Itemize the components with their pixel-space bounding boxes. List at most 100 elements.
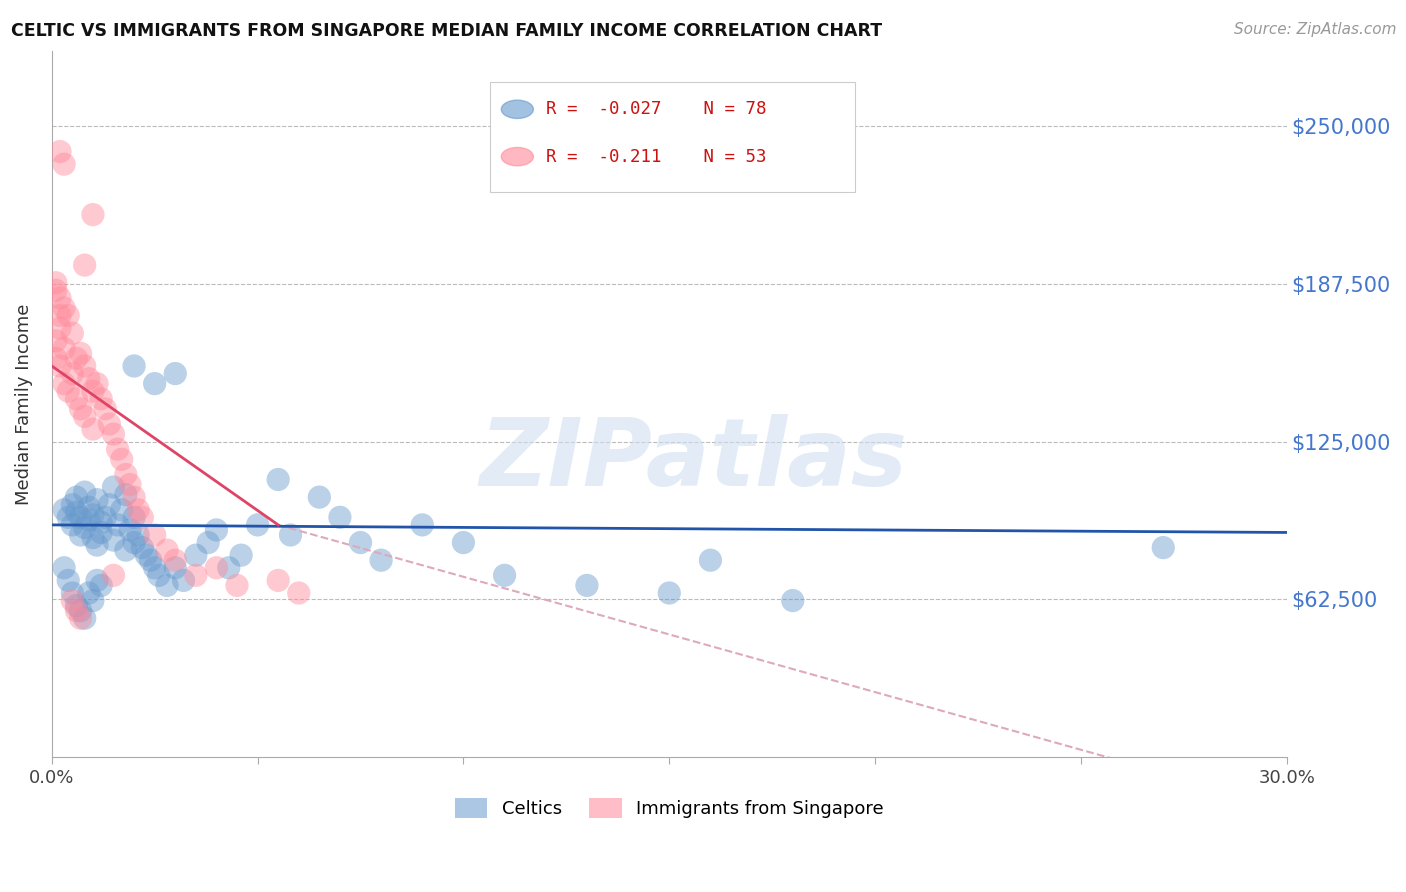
Point [184, 568, 207, 582]
Point [49, 291, 72, 305]
Point [173, 574, 195, 588]
Point [60, 517, 83, 532]
Point [1152, 541, 1174, 555]
Point [49, 359, 72, 373]
Point [65, 351, 87, 366]
Point [60, 367, 83, 381]
Point [575, 578, 598, 592]
Point [205, 523, 228, 537]
Point [82, 508, 104, 522]
Point [53, 301, 76, 315]
Point [165, 561, 187, 575]
Point [82, 593, 104, 607]
Point [73, 611, 96, 625]
Point [45, 283, 67, 297]
Point [139, 553, 162, 567]
Point [267, 574, 290, 588]
Point [90, 525, 112, 540]
Point [107, 442, 129, 457]
Point [73, 258, 96, 272]
Point [69, 611, 91, 625]
Point [287, 586, 309, 600]
Point [122, 535, 145, 549]
Circle shape [502, 147, 533, 166]
Point [699, 553, 721, 567]
Point [69, 346, 91, 360]
Point [73, 520, 96, 534]
Point [90, 578, 112, 592]
Point [118, 477, 141, 491]
Point [53, 376, 76, 391]
Point [267, 473, 290, 487]
Point [90, 392, 112, 406]
Point [453, 535, 475, 549]
Point [77, 371, 100, 385]
Point [329, 510, 352, 524]
Point [65, 392, 87, 406]
Point [184, 548, 207, 562]
Point [73, 409, 96, 424]
Point [103, 427, 125, 442]
Point [45, 276, 67, 290]
Point [131, 510, 153, 524]
Point [411, 517, 433, 532]
Point [122, 359, 145, 373]
Text: CELTIC VS IMMIGRANTS FROM SINGAPORE MEDIAN FAMILY INCOME CORRELATION CHART: CELTIC VS IMMIGRANTS FROM SINGAPORE MEDI… [11, 22, 883, 40]
Point [49, 309, 72, 323]
Point [349, 535, 371, 549]
Point [58, 384, 80, 399]
Point [53, 341, 76, 355]
Point [103, 533, 125, 547]
Point [60, 498, 83, 512]
Point [90, 516, 112, 530]
Point [69, 401, 91, 416]
Point [122, 490, 145, 504]
Point [107, 517, 129, 532]
Point [53, 502, 76, 516]
Point [98, 498, 121, 512]
Point [127, 528, 149, 542]
Point [77, 586, 100, 600]
Point [218, 561, 240, 575]
Point [135, 548, 157, 562]
Point [69, 528, 91, 542]
Text: R =  -0.027    N = 78: R = -0.027 N = 78 [546, 100, 766, 119]
Point [165, 367, 187, 381]
Point [156, 543, 179, 558]
Point [94, 510, 117, 524]
Point [131, 541, 153, 555]
Text: Source: ZipAtlas.com: Source: ZipAtlas.com [1233, 22, 1396, 37]
Point [69, 510, 91, 524]
Point [77, 513, 100, 527]
Point [45, 334, 67, 348]
Point [65, 490, 87, 504]
Point [205, 561, 228, 575]
Point [229, 548, 252, 562]
Point [156, 578, 179, 592]
Point [49, 145, 72, 159]
Point [494, 568, 516, 582]
Point [98, 417, 121, 431]
Point [82, 422, 104, 436]
Point [58, 309, 80, 323]
Point [58, 574, 80, 588]
Point [49, 321, 72, 335]
Point [73, 485, 96, 500]
Point [118, 523, 141, 537]
Point [111, 452, 134, 467]
Point [77, 500, 100, 515]
Point [86, 492, 108, 507]
Point [58, 510, 80, 524]
Point [280, 528, 302, 542]
Point [246, 517, 269, 532]
Point [60, 593, 83, 607]
Point [94, 401, 117, 416]
Point [82, 531, 104, 545]
Point [782, 593, 804, 607]
Point [122, 510, 145, 524]
Point [53, 561, 76, 575]
Point [165, 553, 187, 567]
Point [73, 359, 96, 373]
Point [60, 326, 83, 341]
Point [65, 604, 87, 618]
